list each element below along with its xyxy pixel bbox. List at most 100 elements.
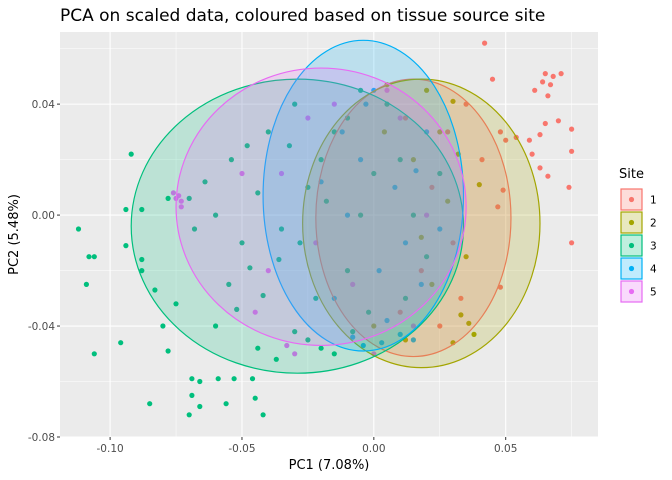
data-point (384, 87, 390, 93)
data-point (418, 234, 424, 240)
data-point (189, 392, 195, 398)
ellipse-site-2 (302, 78, 541, 369)
chart-title: PCA on scaled data, coloured based on ti… (60, 6, 545, 26)
data-point (344, 212, 351, 218)
data-point (252, 395, 258, 401)
data-point (331, 351, 337, 357)
legend-label-2: 2 (650, 218, 657, 230)
data-point (139, 256, 145, 263)
data-point (371, 323, 377, 329)
data-point (542, 120, 548, 127)
data-point (402, 240, 409, 246)
data-point (178, 198, 184, 204)
data-point (532, 87, 538, 93)
data-point (292, 101, 298, 107)
legend-title: Site (619, 167, 644, 182)
data-point (358, 157, 364, 163)
data-point (360, 342, 366, 349)
data-point (569, 240, 575, 246)
data-point (239, 240, 245, 246)
data-point (424, 212, 430, 218)
data-point (152, 287, 158, 293)
data-point (123, 243, 129, 249)
data-point (384, 317, 390, 324)
data-point (537, 165, 543, 171)
x-tick-label: 0.05 (494, 443, 517, 455)
data-point (350, 281, 356, 287)
grid-lines (60, 32, 598, 438)
data-point (123, 206, 129, 213)
x-tick-label: -0.10 (97, 443, 124, 455)
legend-marker-5 (628, 288, 635, 295)
data-point (244, 143, 250, 149)
data-point (260, 292, 266, 299)
data-point (402, 295, 409, 301)
data-point (160, 323, 166, 329)
data-point (542, 71, 548, 77)
legend-marker-3 (628, 242, 635, 249)
data-point (276, 256, 282, 263)
y-tick-label: 0.00 (32, 210, 55, 222)
data-point (118, 340, 124, 346)
x-axis: -0.10 -0.05 0.00 0.05 (97, 437, 517, 455)
data-point (186, 195, 192, 201)
data-point (305, 115, 311, 121)
data-point (495, 204, 501, 210)
data-point (249, 376, 256, 382)
data-point (363, 101, 369, 107)
data-point (445, 198, 451, 204)
data-point (128, 151, 134, 157)
ellipse-site-5 (175, 67, 467, 347)
data-point (191, 226, 198, 232)
data-point (197, 378, 203, 385)
data-point (445, 129, 451, 135)
data-point (234, 306, 240, 312)
data-point (429, 281, 435, 287)
data-point (265, 268, 271, 274)
data-point (91, 351, 97, 357)
data-point (437, 323, 443, 329)
data-point (379, 340, 385, 346)
data-point (278, 170, 285, 177)
data-point (397, 331, 403, 337)
y-axis: -0.08 -0.04 0.00 0.04 (28, 99, 60, 444)
data-point (402, 115, 409, 121)
data-point (555, 118, 562, 124)
data-point (75, 226, 82, 232)
data-point (165, 348, 171, 354)
legend-label-3: 3 (650, 241, 657, 253)
data-point (202, 179, 208, 185)
data-point (165, 195, 171, 201)
data-point (397, 309, 403, 315)
data-point (410, 337, 416, 343)
data-point (424, 87, 430, 93)
data-point (503, 137, 509, 143)
data-point (139, 268, 145, 274)
data-point (292, 351, 298, 357)
data-point (350, 334, 356, 340)
data-point (215, 376, 221, 382)
data-point (437, 170, 443, 177)
data-point (569, 148, 575, 154)
data-point (437, 129, 443, 135)
data-point (305, 337, 311, 343)
data-point (418, 268, 424, 274)
data-point (197, 403, 203, 410)
data-point (260, 412, 266, 418)
data-point (466, 320, 472, 326)
data-point (255, 345, 261, 351)
legend-marker-2 (628, 219, 635, 226)
data-point (297, 240, 303, 246)
x-tick-label: -0.05 (228, 443, 255, 455)
data-point (463, 254, 469, 260)
data-point (381, 129, 387, 135)
data-point (376, 268, 382, 274)
legend-marker-4 (628, 265, 635, 272)
data-point (292, 329, 298, 335)
data-point (147, 401, 153, 407)
data-point (547, 82, 554, 88)
data-point (178, 204, 184, 210)
data-point (413, 168, 419, 174)
data-point (569, 126, 575, 132)
data-points (75, 40, 575, 418)
